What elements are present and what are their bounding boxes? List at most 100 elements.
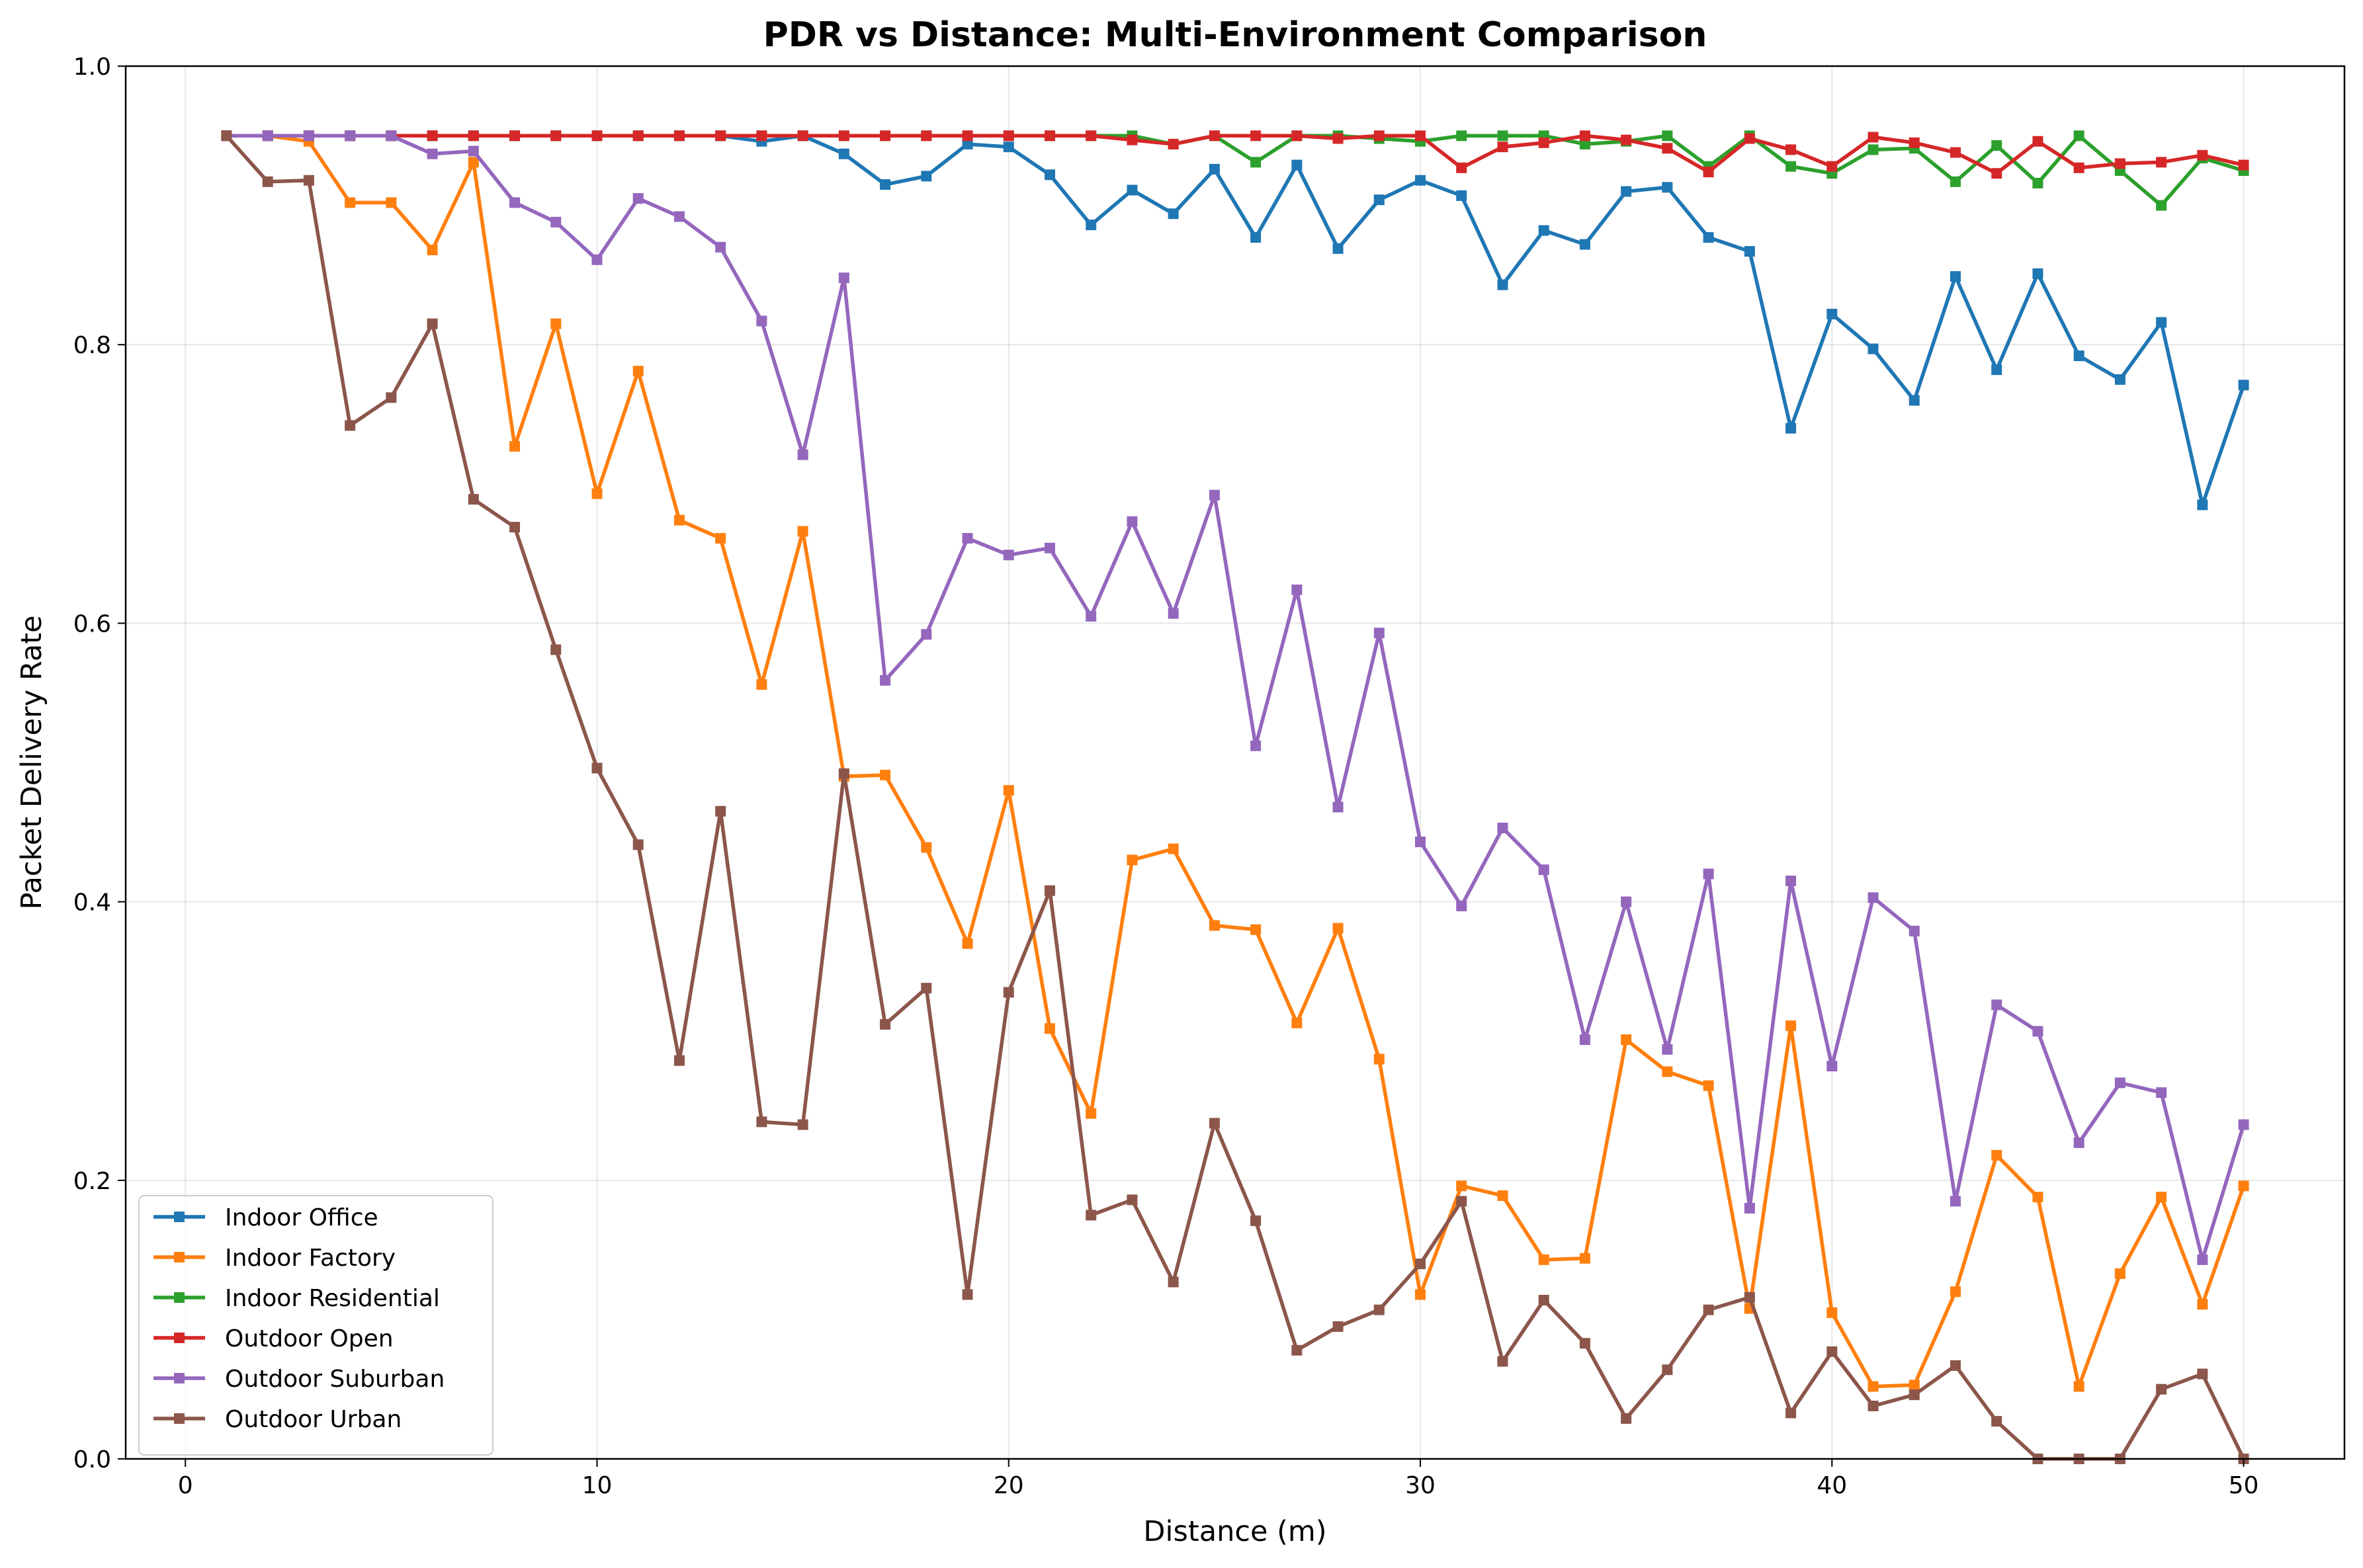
data-point-marker <box>427 148 438 159</box>
data-point-marker <box>591 488 603 499</box>
data-point-marker <box>1950 1196 1961 1207</box>
data-point-marker <box>550 318 562 329</box>
y-tick-label: 0.8 <box>73 332 111 359</box>
data-point-marker <box>1785 161 1797 172</box>
data-point-marker <box>1950 1360 1961 1371</box>
data-point-marker <box>921 842 932 853</box>
data-point-marker <box>2032 136 2043 147</box>
legend-marker <box>174 1292 185 1303</box>
data-point-marker <box>1373 130 1385 142</box>
axis-ticks: 0 10 20 30 40 50 0.0 0.2 0.4 0.6 0.8 1.0 <box>73 54 2259 1499</box>
legend-marker <box>174 1252 185 1262</box>
data-point-marker <box>962 138 973 149</box>
data-point-marker <box>2156 200 2167 211</box>
data-point-marker <box>1826 308 1838 319</box>
data-point-marker <box>1127 854 1138 866</box>
data-point-marker <box>2073 162 2084 173</box>
data-point-marker <box>1785 144 1797 155</box>
data-point-marker <box>1415 175 1426 186</box>
data-point-marker <box>2197 499 2208 511</box>
data-point-marker <box>1168 208 1179 220</box>
data-point-marker <box>509 522 521 533</box>
data-point-marker <box>1044 1023 1055 1034</box>
data-point-marker <box>1332 802 1344 813</box>
data-point-marker <box>1209 920 1220 931</box>
data-point-marker <box>509 197 521 208</box>
data-point-marker <box>550 216 562 227</box>
data-point-marker <box>880 1018 891 1030</box>
data-point-marker <box>1168 138 1179 149</box>
data-point-marker <box>921 171 932 182</box>
data-point-marker <box>427 318 438 329</box>
data-point-marker <box>673 211 685 222</box>
data-point-marker <box>1127 134 1138 145</box>
chart-title: PDR vs Distance: Multi-Environment Compa… <box>763 15 1707 55</box>
data-point-marker <box>1744 1202 1755 1214</box>
x-tick-label: 50 <box>2229 1472 2259 1499</box>
data-point-marker <box>1621 1413 1632 1424</box>
data-point-marker <box>2238 1180 2249 1192</box>
series-indoor-factory <box>221 130 2249 1392</box>
y-tick-label: 0.4 <box>73 889 111 917</box>
x-tick-label: 10 <box>582 1472 613 1499</box>
legend-marker <box>174 1212 185 1222</box>
data-point-marker <box>2156 157 2167 168</box>
data-point-marker <box>221 130 232 142</box>
data-point-marker <box>1579 1253 1590 1264</box>
data-point-marker <box>1950 147 1961 158</box>
data-point-marker <box>1456 190 1467 201</box>
data-point-marker <box>1456 900 1467 911</box>
data-point-marker <box>1332 1321 1344 1332</box>
data-point-marker <box>1909 1380 1920 1391</box>
y-tick-label: 0.2 <box>73 1168 111 1195</box>
series-line <box>224 134 2246 175</box>
data-point-marker <box>1579 239 1590 250</box>
data-point-marker <box>1497 142 1508 153</box>
data-point-marker <box>1785 876 1797 887</box>
data-point-marker <box>756 679 767 690</box>
data-point-marker <box>345 130 356 142</box>
y-tick-label: 0.0 <box>73 1446 111 1473</box>
data-point-marker <box>838 768 849 779</box>
data-point-marker <box>2114 1077 2126 1089</box>
data-point-marker <box>509 440 521 452</box>
data-point-marker <box>1662 1364 1673 1376</box>
data-point-marker <box>1785 1407 1797 1419</box>
data-point-marker <box>715 241 726 253</box>
data-point-marker <box>1662 182 1673 193</box>
data-point-marker <box>1538 137 1549 148</box>
data-point-marker <box>2032 1192 2043 1203</box>
data-point-marker <box>1579 1338 1590 1349</box>
data-point-marker <box>1868 343 1879 354</box>
data-point-marker <box>1826 1061 1838 1072</box>
data-point-marker <box>1456 162 1467 173</box>
data-point-marker <box>1868 144 1879 155</box>
data-point-marker <box>2238 380 2249 391</box>
data-point-marker <box>1826 161 1838 172</box>
data-point-marker <box>386 392 397 403</box>
data-point-marker <box>386 197 397 208</box>
data-point-marker <box>1209 130 1220 142</box>
data-point-marker <box>2073 1137 2084 1148</box>
data-point-marker <box>2156 1192 2167 1203</box>
data-point-marker <box>1086 130 1097 142</box>
data-point-marker <box>673 515 685 526</box>
data-point-marker <box>550 644 562 655</box>
data-point-marker <box>1332 243 1344 254</box>
data-point-marker <box>797 449 808 460</box>
data-point-marker <box>880 179 891 190</box>
data-point-marker <box>1579 1034 1590 1046</box>
data-point-marker <box>1579 138 1590 149</box>
data-point-marker <box>797 1119 808 1130</box>
data-point-marker <box>1127 1194 1138 1206</box>
data-point-marker <box>1826 1307 1838 1318</box>
data-point-marker <box>1538 225 1549 236</box>
data-point-marker <box>1044 542 1055 554</box>
data-point-marker <box>1373 1053 1385 1065</box>
data-point-marker <box>1744 133 1755 144</box>
x-tick-label: 0 <box>178 1472 193 1499</box>
data-point-marker <box>673 130 685 142</box>
data-point-marker <box>1538 1294 1549 1305</box>
plot-frame <box>124 65 2346 1460</box>
